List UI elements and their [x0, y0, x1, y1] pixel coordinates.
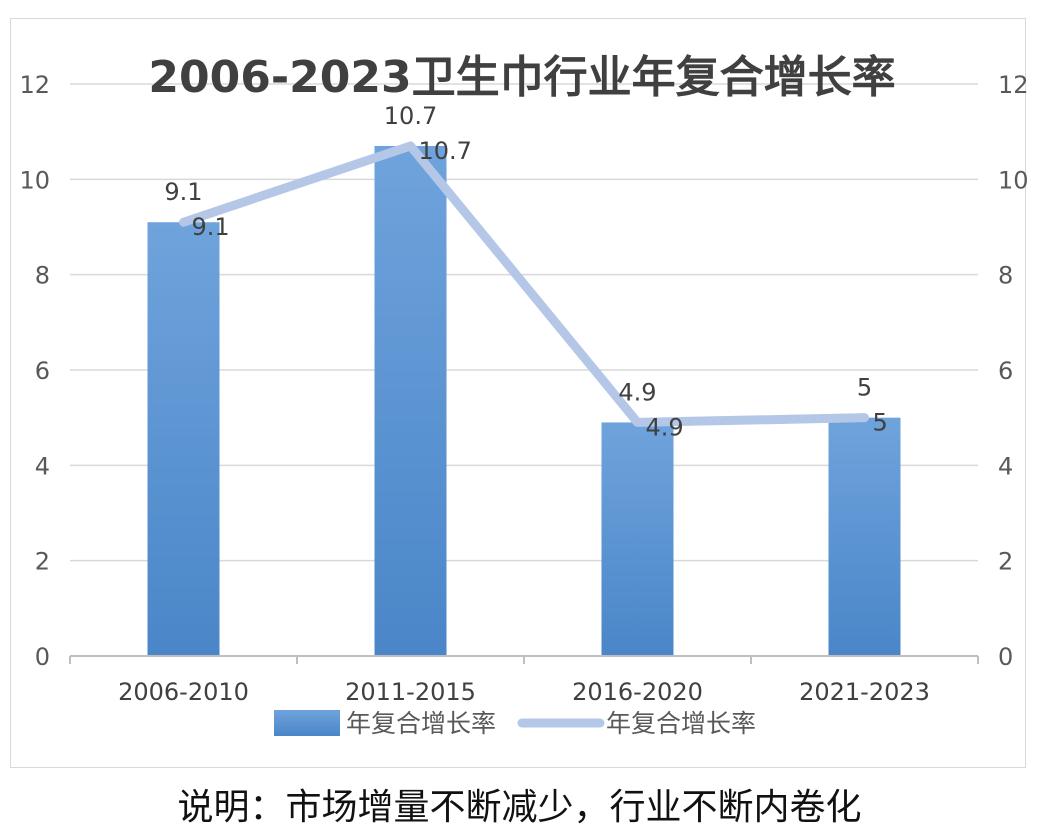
bar [374, 145, 447, 656]
legend-line-label: 年复合增长率 [606, 709, 756, 738]
y-tick-label-left: 12 [19, 71, 50, 99]
bar [601, 422, 674, 656]
bar-data-label: 5 [857, 374, 872, 402]
line-data-label: 10.7 [419, 137, 472, 165]
legend-bar-swatch [274, 710, 340, 736]
y-tick-label-left: 2 [35, 548, 50, 576]
y2-tick-label-right: 8 [998, 262, 1013, 290]
line-point [633, 418, 642, 427]
y2-tick-label-right: 12 [998, 71, 1029, 99]
bar-data-label: 10.7 [384, 102, 437, 130]
x-tick-label: 2011-2015 [345, 678, 476, 706]
caption: 说明：市场增量不断减少，行业不断内卷化 [177, 787, 862, 828]
y-tick-label-left: 6 [35, 357, 50, 385]
bar [828, 417, 901, 656]
y2-tick-label-right: 2 [998, 548, 1013, 576]
bar-data-label: 9.1 [164, 178, 202, 206]
x-tick-label: 2021-2023 [799, 678, 930, 706]
y2-tick-label-right: 6 [998, 357, 1013, 385]
y-tick-label-left: 8 [35, 262, 50, 290]
line-data-label: 4.9 [646, 413, 684, 441]
line-data-label: 5 [873, 409, 888, 437]
y2-tick-label-right: 0 [998, 643, 1013, 671]
y-tick-label-left: 10 [19, 166, 50, 194]
line-point [860, 413, 869, 422]
bar-data-label: 4.9 [618, 378, 656, 406]
legend-bar-label: 年复合增长率 [346, 709, 496, 738]
legend: 年复合增长率 年复合增长率 [274, 709, 756, 738]
line-point [179, 218, 188, 227]
x-tick-label: 2016-2020 [572, 678, 703, 706]
bar [147, 222, 220, 656]
y2-tick-label-right: 4 [998, 452, 1013, 480]
y2-tick-label-right: 10 [998, 166, 1029, 194]
x-tick-label: 2006-2010 [118, 678, 249, 706]
y-tick-label-left: 0 [35, 643, 50, 671]
line-data-label: 9.1 [192, 213, 230, 241]
line-series [179, 141, 869, 427]
line-point [406, 141, 415, 150]
chart-title: 2006-2023卫生巾行业年复合增长率 [148, 52, 895, 103]
y-tick-label-left: 4 [35, 452, 50, 480]
